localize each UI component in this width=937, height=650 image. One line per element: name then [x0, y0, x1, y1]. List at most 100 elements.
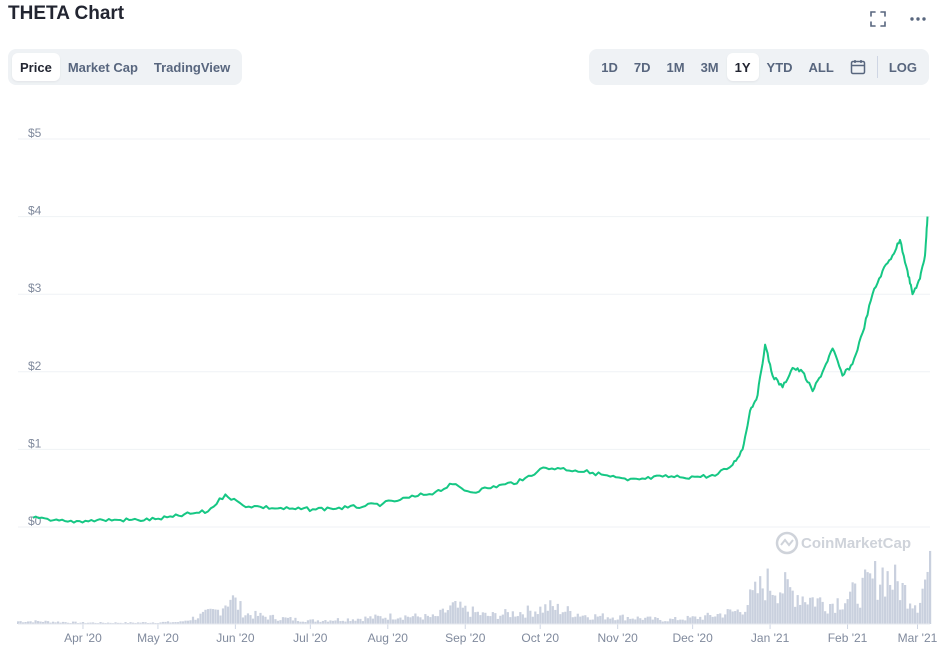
volume-bar: [616, 619, 619, 624]
volume-bar: [641, 619, 644, 624]
volume-bar: [314, 621, 317, 624]
volume-bar: [19, 621, 22, 624]
volume-bar: [354, 620, 357, 624]
volume-bar: [861, 577, 864, 624]
volume-bar: [109, 622, 112, 624]
volume-bar: [929, 550, 932, 624]
volume-bar: [289, 617, 292, 624]
volume-bar: [484, 612, 487, 624]
x-tick-label: Sep '20: [445, 631, 486, 645]
volume-bar: [434, 616, 437, 624]
volume-bar: [129, 622, 132, 624]
range-all[interactable]: ALL: [808, 59, 834, 75]
volume-bar: [549, 600, 552, 624]
volume-bar: [189, 620, 192, 624]
volume-bar: [71, 621, 75, 624]
volume-bar: [326, 621, 330, 624]
volume-bar: [901, 582, 904, 624]
volume-bar: [409, 617, 412, 624]
volume-bar: [91, 622, 95, 624]
calendar-button[interactable]: [842, 53, 874, 81]
volume-bar: [101, 622, 105, 624]
volume-bar: [831, 603, 834, 624]
volume-bar: [89, 622, 92, 624]
volume-bar: [674, 617, 677, 624]
volume-bar: [679, 619, 682, 624]
volume-bar: [81, 622, 85, 624]
volume-bar: [124, 622, 127, 624]
volume-bar: [729, 609, 732, 624]
volume-bar: [416, 616, 419, 624]
volume-bar: [181, 621, 185, 624]
volume-bar: [304, 622, 307, 624]
volume-bar: [609, 618, 612, 624]
volume-bar: [561, 612, 564, 624]
log-toggle[interactable]: LOG: [888, 59, 917, 75]
volume-bar: [631, 618, 634, 624]
tab-market-cap[interactable]: Market Cap: [67, 59, 138, 75]
range-3m[interactable]: 3M: [700, 59, 719, 75]
y-tick-label: $5: [28, 126, 42, 140]
volume-bar: [204, 609, 207, 624]
volume-bar: [614, 620, 617, 624]
volume-bar: [739, 612, 742, 624]
tab-price[interactable]: Price: [12, 53, 60, 81]
more-options-icon[interactable]: [907, 8, 929, 30]
volume-bar: [299, 621, 302, 624]
volume-bar: [591, 619, 594, 624]
volume-bar: [759, 576, 762, 624]
volume-bar: [506, 612, 509, 624]
volume-bar: [369, 616, 372, 624]
volume-bar: [571, 617, 574, 624]
range-1m[interactable]: 1M: [666, 59, 685, 75]
x-tick-label: Nov '20: [598, 631, 639, 645]
volume-bar: [776, 603, 779, 624]
volume-bar: [161, 621, 165, 624]
volume-bar: [219, 615, 222, 624]
volume-bar: [301, 621, 305, 624]
volume-bar: [24, 621, 27, 624]
range-1d[interactable]: 1D: [601, 59, 618, 75]
volume-bar: [881, 567, 884, 624]
volume-bar: [236, 609, 240, 624]
volume-bar: [421, 619, 424, 624]
volume-bar: [899, 600, 902, 624]
volume-bar: [704, 615, 707, 624]
fullscreen-icon[interactable]: [867, 8, 889, 30]
volume-bar: [366, 618, 370, 624]
volume-bar: [521, 614, 524, 624]
volume-bar: [494, 613, 497, 624]
volume-bar: [159, 622, 162, 624]
range-7d[interactable]: 7D: [633, 59, 651, 75]
tab-tradingview[interactable]: TradingView: [153, 59, 231, 75]
volume-bar: [904, 585, 907, 624]
volume-bar: [814, 606, 817, 624]
volume-bar: [566, 606, 569, 624]
volume-bar: [599, 615, 602, 624]
volume-bar: [261, 615, 265, 624]
volume-bar: [144, 622, 147, 624]
coinmarketcap-logo-icon: [775, 531, 799, 555]
volume-bar: [196, 618, 200, 624]
volume-bar: [311, 619, 315, 624]
volume-bar: [661, 621, 664, 624]
volume-bar: [649, 616, 652, 624]
volume-bar: [464, 605, 467, 624]
volume-bar: [46, 621, 50, 624]
volume-bar: [106, 622, 110, 624]
volume-bar: [424, 614, 427, 624]
range-1y[interactable]: 1Y: [726, 53, 759, 81]
range-ytd[interactable]: YTD: [766, 59, 793, 75]
volume-bar: [324, 620, 327, 624]
volume-bar: [321, 620, 325, 624]
volume-bar: [234, 597, 237, 624]
volume-bar: [499, 615, 502, 624]
volume-bar: [671, 619, 674, 624]
volume-bar: [554, 609, 557, 624]
volume-bar: [736, 609, 739, 624]
volume-bar: [286, 617, 290, 624]
volume-bar: [394, 619, 397, 624]
volume-bar: [39, 621, 42, 624]
volume-bar: [349, 621, 352, 624]
volume-bar: [539, 606, 542, 624]
